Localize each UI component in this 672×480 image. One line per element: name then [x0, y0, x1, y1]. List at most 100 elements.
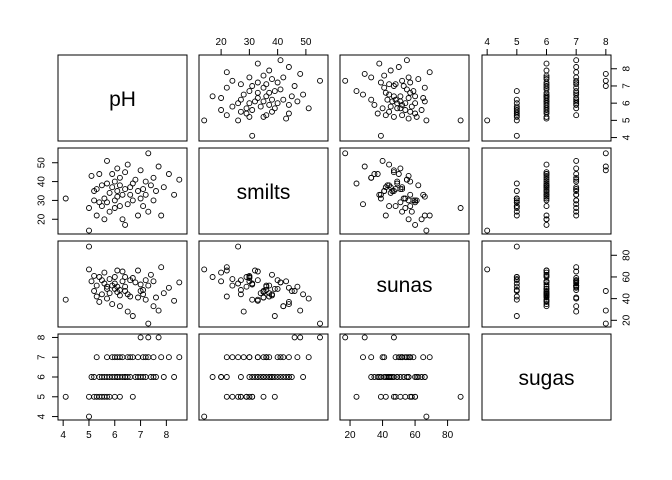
point-smilts-pH — [132, 176, 139, 183]
point-sugas-sunas — [397, 374, 404, 380]
point-smilts-sugas — [573, 212, 580, 219]
point-smilts-sunas — [392, 203, 399, 210]
point-sugas-sunas — [379, 354, 386, 361]
tick-label-pH: 6 — [622, 100, 633, 106]
point-sugas-smilts — [237, 393, 244, 400]
point-sugas-pH — [104, 354, 110, 361]
point-pH-sunas — [392, 81, 399, 88]
point-pH-smilts — [263, 81, 270, 88]
point-sugas-pH — [104, 393, 110, 400]
panel-smilts-vs-smilts — [198, 147, 329, 235]
point-sugas-sunas — [457, 393, 464, 400]
point-pH-sugas — [513, 88, 520, 95]
point-smilts-sugas — [543, 180, 550, 187]
panel-sunas-vs-pH — [57, 240, 188, 328]
point-sugas-smilts — [317, 334, 323, 341]
point-smilts-pH — [158, 212, 165, 219]
point-sunas-smilts — [201, 266, 208, 273]
point-sunas-pH — [96, 298, 103, 305]
point-smilts-pH — [122, 221, 129, 228]
point-pH-sunas — [381, 72, 388, 79]
point-smilts-sunas — [412, 221, 419, 228]
point-smilts-pH — [145, 150, 152, 157]
point-pH-smilts — [252, 98, 258, 105]
point-pH-smilts — [285, 101, 292, 108]
point-smilts-sunas — [382, 212, 389, 219]
point-sugas-pH — [116, 354, 123, 361]
point-smilts-sugas — [573, 201, 580, 208]
point-sunas-smilts — [294, 283, 301, 290]
point-sunas-smilts — [263, 287, 270, 293]
tick-label-sunas: 40 — [622, 293, 633, 305]
point-sugas-smilts — [291, 334, 298, 341]
point-smilts-pH — [124, 161, 131, 168]
point-smilts-sunas — [390, 167, 397, 174]
point-pH-smilts — [294, 98, 301, 105]
point-sugas-smilts — [288, 374, 295, 380]
point-sunas-pH — [158, 264, 165, 271]
point-sunas-sugas — [573, 308, 580, 315]
point-smilts-sunas — [405, 172, 412, 179]
point-pH-smilts — [223, 112, 230, 119]
point-smilts-pH — [106, 189, 113, 196]
point-sugas-pH — [62, 393, 69, 400]
point-pH-smilts — [246, 74, 253, 81]
tick-label-sunas: 80 — [442, 430, 454, 441]
point-smilts-pH — [96, 171, 103, 177]
point-pH-sunas — [412, 100, 419, 107]
point-sugas-smilts — [223, 374, 230, 380]
point-sunas-smilts — [266, 290, 273, 297]
point-sugas-smilts — [235, 354, 242, 361]
point-pH-sunas — [386, 91, 393, 98]
panel-sunas-vs-sunas — [339, 240, 470, 328]
point-smilts-pH — [116, 174, 123, 181]
point-sugas-pH — [129, 393, 136, 400]
point-pH-smilts — [237, 96, 244, 103]
point-sugas-smilts — [274, 374, 281, 380]
point-smilts-sunas — [342, 150, 349, 157]
point-sunas-smilts — [252, 267, 258, 274]
point-sunas-sugas — [513, 293, 520, 300]
panel-pH-vs-pH — [57, 54, 188, 142]
point-sugas-sunas — [412, 374, 419, 380]
point-sunas-smilts — [235, 243, 242, 250]
point-sunas-smilts — [223, 264, 230, 271]
point-sunas-pH — [119, 268, 126, 275]
point-pH-smilts — [263, 112, 270, 119]
point-pH-smilts — [271, 105, 278, 112]
point-smilts-sugas — [573, 157, 580, 164]
point-smilts-sugas — [543, 161, 550, 168]
point-sugas-smilts — [235, 393, 242, 400]
tick-label-sunas: 20 — [344, 430, 356, 441]
panel-pH-vs-sunas — [339, 54, 470, 142]
point-pH-sunas — [413, 113, 420, 120]
point-pH-smilts — [218, 107, 225, 113]
point-sunas-sugas — [543, 267, 550, 274]
point-smilts-sugas — [513, 197, 520, 204]
point-sunas-smilts — [283, 278, 290, 285]
point-smilts-pH — [62, 195, 69, 202]
point-sugas-pH — [140, 374, 147, 380]
point-smilts-pH — [114, 188, 121, 194]
point-smilts-sunas — [412, 197, 419, 204]
point-sugas-sunas — [384, 374, 391, 380]
point-sunas-smilts — [237, 277, 244, 284]
point-pH-sunas — [382, 112, 389, 119]
point-smilts-pH — [101, 216, 108, 223]
point-sunas-pH — [104, 285, 110, 292]
tick-label-sugas: 8 — [37, 334, 48, 340]
tick-label-smilts: 40 — [272, 37, 284, 48]
point-pH-sunas — [402, 100, 409, 107]
point-sugas-sunas — [426, 354, 433, 361]
point-pH-sunas — [405, 74, 412, 81]
tick-label-sunas: 40 — [377, 430, 389, 441]
point-smilts-sunas — [407, 191, 414, 198]
point-sunas-pH — [129, 313, 136, 319]
tick-label-sugas: 7 — [573, 37, 579, 48]
point-smilts-pH — [147, 182, 154, 189]
point-smilts-pH — [140, 203, 147, 210]
point-sunas-pH — [132, 279, 139, 286]
point-sugas-sunas — [400, 374, 407, 380]
tick-label-pH: 7 — [138, 430, 144, 441]
point-sunas-sugas — [484, 266, 491, 273]
